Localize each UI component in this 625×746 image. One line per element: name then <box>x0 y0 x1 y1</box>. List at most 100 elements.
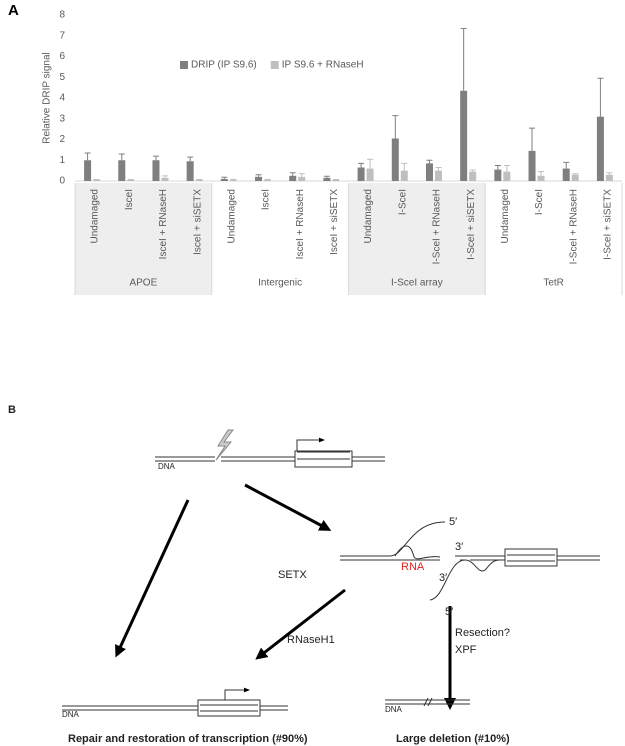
bar <box>93 179 101 181</box>
bar <box>264 179 272 181</box>
x-tick-label: IsceI + RNaseH <box>158 189 169 259</box>
error-bar <box>152 155 159 161</box>
x-tick-label: IsceI + siSETX <box>329 189 340 255</box>
bar <box>469 171 477 181</box>
dna-label: DNA <box>385 705 403 714</box>
error-bar <box>264 178 271 180</box>
error-bar <box>367 158 374 169</box>
x-tick-label: I-SceI + siSETX <box>603 189 614 260</box>
break-bolt <box>215 429 234 461</box>
x-tick-label: I-SceI <box>534 189 545 215</box>
y-tick-label: 3 <box>59 113 65 124</box>
enzyme-label: XPF <box>455 644 477 656</box>
error-bar <box>469 169 476 172</box>
error-bar <box>435 167 442 171</box>
group-label: I-SceI array <box>391 278 443 289</box>
error-bar <box>503 164 510 172</box>
error-bar <box>84 152 91 161</box>
y-axis-label: Relative DRIP signal <box>42 52 53 144</box>
bar <box>357 167 365 181</box>
panel-label: B <box>8 404 16 416</box>
error-bar <box>597 77 604 117</box>
error-bar <box>230 178 237 180</box>
legend-label: IP S9.6 + RNaseH <box>282 60 364 71</box>
error-bar <box>161 175 168 178</box>
y-tick-label: 7 <box>59 30 65 41</box>
bar <box>255 176 263 181</box>
y-tick-label: 6 <box>59 51 65 62</box>
x-tick-label: Undamaged <box>500 189 511 243</box>
x-tick-label: I-SceI + RNaseH <box>432 189 443 264</box>
enzyme-label: RNaseH1 <box>287 634 335 646</box>
bar <box>494 169 502 181</box>
x-tick-label: IsceI + RNaseH <box>295 189 306 259</box>
legend-label: DRIP (IP S9.6) <box>191 60 257 71</box>
enzyme-label: Resection? <box>455 627 510 639</box>
error-bar <box>401 162 408 171</box>
bar <box>596 116 604 181</box>
x-tick-label: IsceI <box>261 189 272 210</box>
arrow <box>255 588 346 660</box>
error-bar <box>426 159 433 164</box>
bar <box>84 160 92 181</box>
diagram-b: B DNA RNA 5′ 3′ 3′ 5′ SETX <box>8 404 600 745</box>
bar <box>400 170 408 181</box>
legend-swatch <box>180 61 188 69</box>
bar <box>425 163 433 181</box>
y-tick-label: 0 <box>59 176 65 187</box>
panel-label: A <box>8 2 19 19</box>
error-bar <box>494 164 501 170</box>
error-bar <box>221 176 228 179</box>
x-tick-label: Undamaged <box>363 189 374 243</box>
error-bar <box>538 171 545 176</box>
group-shade <box>75 183 212 295</box>
y-tick-label: 4 <box>59 93 65 104</box>
caption: Repair and restoration of transcription … <box>68 733 308 745</box>
error-bar <box>323 175 330 178</box>
error-bar <box>298 173 305 177</box>
bar <box>186 161 194 181</box>
bar <box>528 150 536 181</box>
x-tick-label: IsceI <box>124 189 135 210</box>
bar <box>366 168 374 181</box>
dna-deleted <box>385 697 470 707</box>
error-bar <box>392 115 399 139</box>
chart-a: A APOE Intergenic I-SceI array TetR 0 1 2 3 4 5 6 7… <box>8 2 623 295</box>
bar <box>289 175 297 181</box>
bar <box>571 174 579 181</box>
error-bar <box>289 172 296 176</box>
x-tick-label: I-SceI + siSETX <box>466 189 477 260</box>
x-tick-label: Undamaged <box>226 189 237 243</box>
arrow <box>115 499 190 658</box>
bar <box>460 90 468 181</box>
dna-resected <box>340 521 600 601</box>
enzyme-label: SETX <box>278 569 307 581</box>
bar <box>195 179 203 181</box>
bar <box>323 177 331 181</box>
caption: Large deletion (#10%) <box>396 733 510 745</box>
x-tick-label: I-SceI + RNaseH <box>568 189 579 264</box>
group-shade <box>348 183 486 295</box>
end-label: 5′ <box>445 606 453 618</box>
error-bar <box>572 173 579 175</box>
bar <box>229 179 237 181</box>
bar <box>562 168 570 181</box>
bar <box>391 138 399 181</box>
y-tick-label: 2 <box>59 134 65 145</box>
error-bar <box>358 162 365 168</box>
x-tick-label: IsceI + siSETX <box>192 189 203 255</box>
y-tick-label: 1 <box>59 155 65 166</box>
dna-repaired <box>62 687 288 717</box>
error-bar <box>606 172 613 175</box>
bar <box>434 170 442 181</box>
error-bar <box>255 174 262 177</box>
arrow <box>244 483 332 531</box>
end-label: 3′ <box>455 541 463 553</box>
error-bar <box>460 27 467 91</box>
bar <box>298 176 306 181</box>
error-bar <box>187 156 194 162</box>
bar <box>537 175 545 181</box>
dna-label: DNA <box>62 710 80 719</box>
bar <box>332 179 340 181</box>
